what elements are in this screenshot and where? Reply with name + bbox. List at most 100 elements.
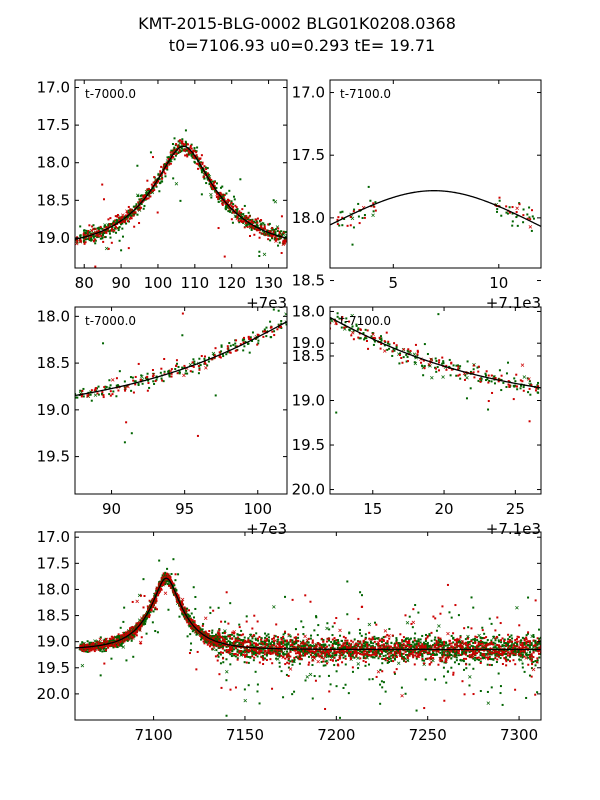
green-point xyxy=(120,644,123,647)
green-point xyxy=(307,641,310,644)
green-point xyxy=(130,432,133,435)
red-point xyxy=(331,638,334,641)
red-point xyxy=(245,653,248,656)
green-point xyxy=(263,231,266,234)
green-point xyxy=(225,714,228,717)
green-point xyxy=(355,324,358,327)
red-point xyxy=(169,578,172,581)
green-point xyxy=(278,233,281,236)
green-point xyxy=(413,361,416,364)
red-point xyxy=(165,161,168,164)
red-point xyxy=(178,599,181,602)
green-point xyxy=(211,634,214,637)
red-point xyxy=(247,639,250,642)
green-point xyxy=(333,650,336,653)
green-point xyxy=(484,374,487,377)
green-point xyxy=(200,638,203,641)
red-point xyxy=(196,434,199,437)
red-point xyxy=(221,639,224,642)
green-point xyxy=(423,365,426,368)
green-point xyxy=(81,647,84,650)
green-point xyxy=(260,648,263,651)
green-point xyxy=(187,613,190,616)
green-point xyxy=(258,702,261,705)
green-point xyxy=(82,237,85,240)
red-point xyxy=(457,365,460,368)
green-point xyxy=(222,355,225,358)
red-point xyxy=(129,210,132,213)
green-point xyxy=(205,172,208,175)
green-point xyxy=(341,210,344,213)
y-tick-label: 17.0 xyxy=(37,79,70,97)
green-point xyxy=(335,670,338,673)
green-point xyxy=(225,679,228,682)
green-point xyxy=(336,639,339,642)
green-point xyxy=(192,586,195,589)
red-point xyxy=(219,191,222,194)
red-point xyxy=(253,647,256,650)
red-point xyxy=(247,649,250,652)
red-point xyxy=(313,652,316,655)
green-point xyxy=(203,631,206,634)
model-curve xyxy=(330,316,541,389)
green-point xyxy=(328,628,331,631)
red-point xyxy=(333,637,336,640)
green-point xyxy=(315,616,318,619)
red-point xyxy=(269,652,272,655)
red-point xyxy=(317,642,320,645)
y-tick-label: 18.0 xyxy=(292,209,325,227)
red-point xyxy=(213,637,216,640)
green-point xyxy=(161,180,164,183)
green-point xyxy=(185,369,188,372)
red-point xyxy=(221,647,224,650)
green-point xyxy=(490,380,493,383)
green-point xyxy=(154,183,157,186)
x-tick-label: 10 xyxy=(489,274,508,292)
red-point xyxy=(245,217,248,220)
red-point xyxy=(346,645,349,648)
red-point xyxy=(132,379,135,382)
green-point xyxy=(254,638,257,641)
green-point xyxy=(193,360,196,363)
red-point xyxy=(121,220,124,223)
green-point xyxy=(344,663,347,666)
green-point xyxy=(241,339,244,342)
green-point xyxy=(448,358,451,361)
green-point xyxy=(322,638,325,641)
green-point xyxy=(324,643,327,646)
red-point xyxy=(192,149,195,152)
red-point xyxy=(293,636,296,639)
red-point xyxy=(111,393,114,396)
red-point xyxy=(195,668,198,671)
green-point xyxy=(168,162,171,165)
green-point xyxy=(190,612,193,615)
red-point xyxy=(102,198,105,201)
red-point xyxy=(304,654,307,657)
red-point xyxy=(204,366,208,370)
red-point xyxy=(235,339,238,342)
red-point xyxy=(85,645,88,648)
red-point xyxy=(111,636,116,640)
red-point xyxy=(348,320,351,323)
green-point xyxy=(101,232,104,235)
green-point xyxy=(322,643,325,646)
red-point xyxy=(227,648,230,651)
green-point xyxy=(426,353,429,356)
green-point xyxy=(222,661,225,664)
x-tick-label: 90 xyxy=(102,500,121,518)
red-point xyxy=(271,638,274,641)
green-point xyxy=(142,207,145,210)
red-point xyxy=(223,255,226,258)
red-point xyxy=(221,643,224,646)
y-tick-label: 17.5 xyxy=(292,146,325,164)
y-tick-label: 19.0 xyxy=(37,401,70,419)
green-point xyxy=(338,317,341,320)
red-point xyxy=(123,386,128,390)
green-point xyxy=(159,371,162,374)
red-point xyxy=(304,594,307,597)
green-point xyxy=(130,389,133,392)
green-point xyxy=(244,340,247,343)
green-point xyxy=(371,332,374,335)
green-point xyxy=(357,327,360,330)
